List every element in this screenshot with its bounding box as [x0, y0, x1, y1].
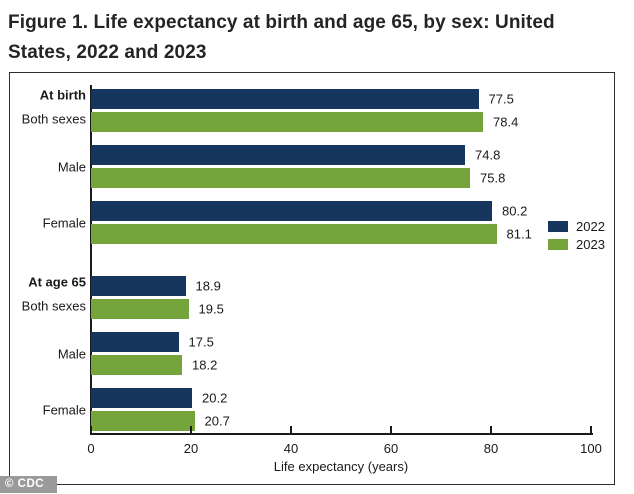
- chart-frame: 2022 2023 Life expectancy (years) 77.5 74…: [9, 72, 615, 485]
- value-label-2023-group1: 75.8: [480, 170, 506, 186]
- legend-item-2023: 2023: [548, 235, 605, 253]
- bar-2022-group5: [91, 388, 192, 408]
- category-label-male-g4: Male: [57, 346, 86, 361]
- figure-title-line2: States, 2022 and 2023: [8, 42, 207, 63]
- value-label-2023-group5: 20.7: [204, 413, 230, 429]
- bar-2022-group3: [91, 276, 186, 296]
- value-label-2022-group3: 18.9: [195, 278, 221, 294]
- y-axis-line: [90, 85, 92, 435]
- x-axis-title: Life expectancy (years): [273, 459, 409, 474]
- x-tick-label-20: 20: [183, 441, 199, 456]
- value-label-2022-group5: 20.2: [202, 390, 228, 406]
- cdc-watermark: © CDC: [0, 476, 57, 493]
- value-label-2023-group3: 19.5: [198, 301, 224, 317]
- bar-2022-group0: [91, 89, 479, 109]
- bar-2022-group4: [91, 332, 179, 352]
- bar-2023-group1: [91, 168, 470, 188]
- category-label-both-sexes-g3: Both sexes: [21, 298, 86, 314]
- category-label-both-sexes-g0: Both sexes: [21, 111, 86, 127]
- bar-2022-group1: [91, 145, 465, 165]
- x-axis-line: [90, 433, 593, 435]
- section-header-at-birth: At birth: [39, 87, 86, 103]
- section-header-at-age-65: At age 65: [28, 274, 86, 290]
- value-label-2023-group4: 18.2: [192, 357, 218, 373]
- value-label-2023-group2: 81.1: [506, 226, 532, 242]
- x-tick-label-80: 80: [483, 441, 499, 456]
- x-tick-label-40: 40: [283, 441, 299, 456]
- bar-2022-group2: [91, 201, 492, 221]
- value-label-2022-group4: 17.5: [188, 334, 214, 350]
- x-tick-label-100: 100: [580, 441, 602, 456]
- value-label-2022-group1: 74.8: [475, 147, 501, 163]
- x-tick-20: [190, 426, 192, 433]
- legend-label-2023: 2023: [576, 236, 605, 252]
- bar-2023-group5: [91, 411, 195, 431]
- plot-area: 2022 2023 Life expectancy (years) 77.5 74…: [10, 73, 614, 484]
- legend-swatch-2023: [548, 238, 568, 250]
- figure-title: Figure 1. Life expectancy at birth and a…: [8, 8, 618, 68]
- x-tick-40: [290, 426, 292, 433]
- x-tick-0: [90, 426, 92, 433]
- bar-2023-group4: [91, 355, 182, 375]
- legend-label-2022: 2022: [576, 218, 605, 234]
- x-tick-80: [490, 426, 492, 433]
- bar-2023-group2: [91, 224, 497, 244]
- legend: 2022 2023: [548, 217, 605, 253]
- legend-swatch-2022: [548, 220, 568, 232]
- bar-2023-group3: [91, 299, 189, 319]
- category-label-female-g5: Female: [42, 402, 86, 417]
- value-label-2023-group0: 78.4: [493, 114, 519, 130]
- x-tick-60: [390, 426, 392, 433]
- category-label-male-g1: Male: [57, 159, 86, 174]
- value-label-2022-group2: 80.2: [502, 203, 528, 219]
- x-tick-label-60: 60: [383, 441, 399, 456]
- bar-2023-group0: [91, 112, 483, 132]
- x-tick-100: [590, 426, 592, 433]
- legend-item-2022: 2022: [548, 217, 605, 235]
- figure-title-line1: Figure 1. Life expectancy at birth and a…: [8, 12, 555, 33]
- x-tick-label-0: 0: [87, 441, 95, 456]
- category-label-female-g2: Female: [42, 215, 86, 230]
- value-label-2022-group0: 77.5: [488, 91, 514, 107]
